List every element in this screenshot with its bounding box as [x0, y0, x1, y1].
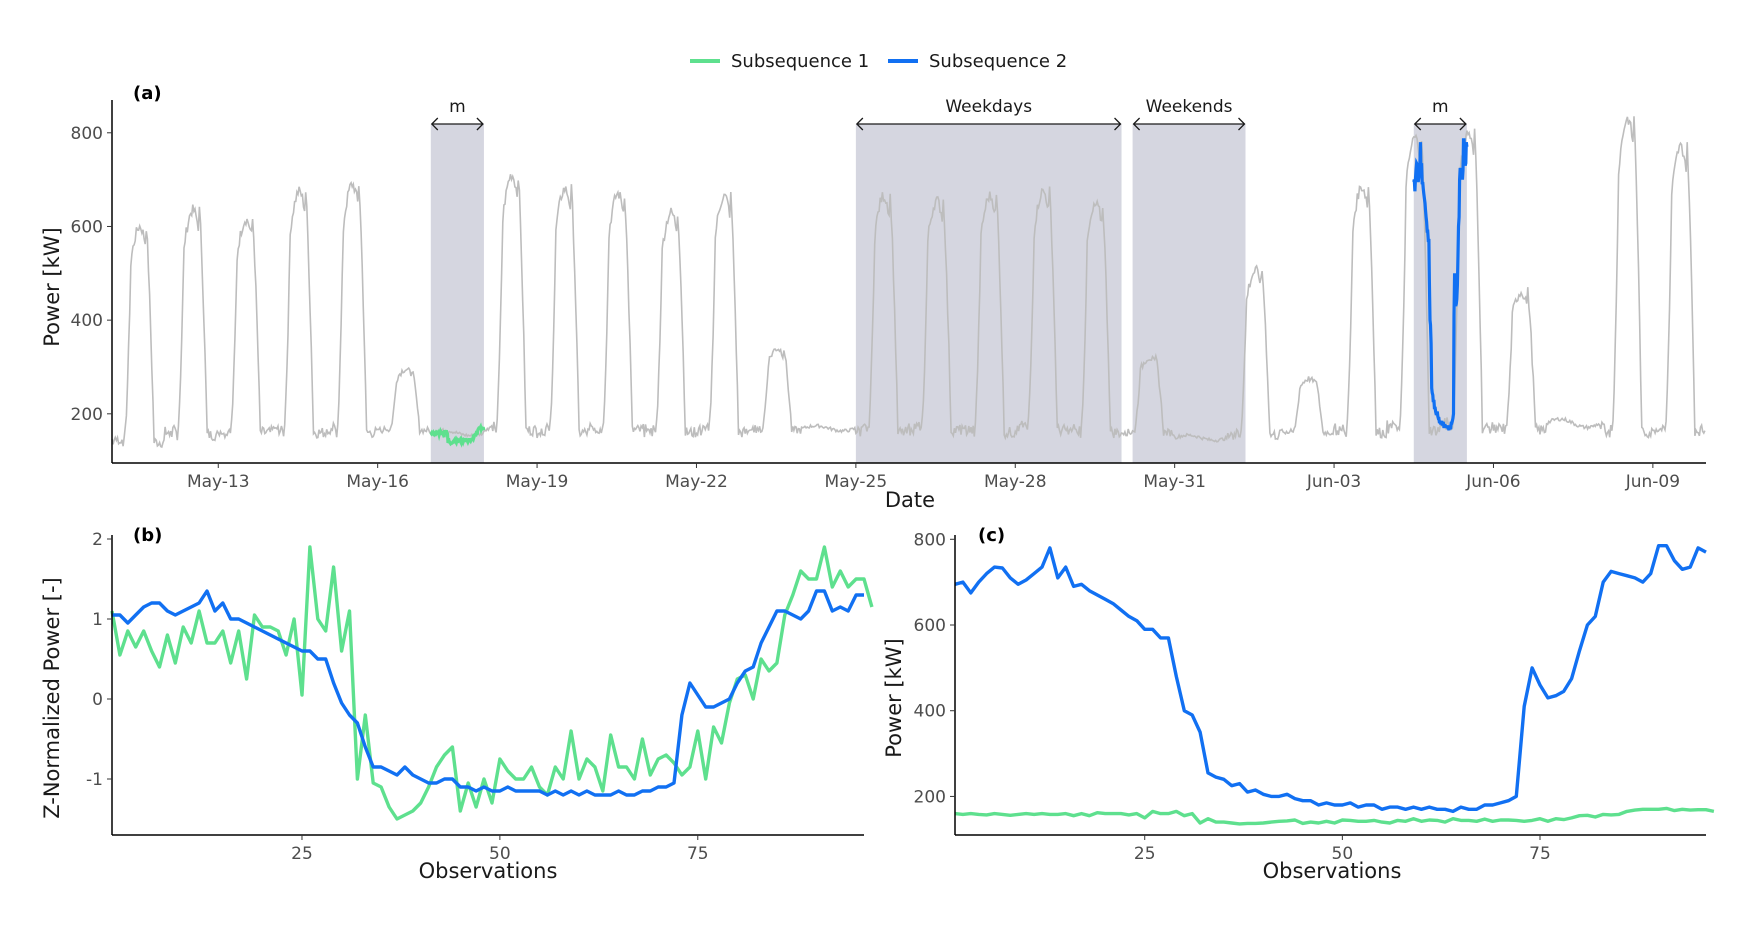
- x-tick-label: 75: [1529, 844, 1551, 864]
- panel-c-axes: 200 400 600 800 25 50 75: [914, 530, 1706, 864]
- shaded-region-3: [1132, 124, 1246, 463]
- panel-a-y-axis-title: Power [kW]: [40, 227, 64, 346]
- panel-b-axes: -1 0 1 2 25 50 75: [86, 530, 864, 864]
- x-tick-label: May-19: [506, 472, 569, 492]
- panel-c-line-subsequence-1: [954, 806, 1715, 826]
- panel-c-line-subsequence-2: [954, 544, 1707, 814]
- y-tick-label: 600: [914, 616, 946, 636]
- span-arrowhead: [1114, 117, 1122, 131]
- shaded-region-1: [430, 124, 484, 463]
- panel-b-x-axis-title: Observations: [419, 859, 558, 883]
- x-tick-label: May-25: [825, 472, 888, 492]
- span-arrowhead: [430, 117, 439, 131]
- panel-a-annotations: m Weekdays Weekends m: [430, 97, 1467, 131]
- legend-label-subsequence-2: Subsequence 2: [929, 51, 1067, 72]
- span-label-1: m: [449, 97, 466, 117]
- x-tick-label: May-28: [984, 472, 1047, 492]
- legend: Subsequence 1 Subsequence 2: [690, 51, 1067, 72]
- x-tick-label: 75: [687, 844, 709, 864]
- y-tick-label: -1: [86, 770, 103, 790]
- panel-b-line-subsequence-2: [112, 589, 864, 797]
- y-tick-label: 0: [92, 690, 103, 710]
- x-tick-label: Jun-06: [1465, 472, 1520, 492]
- panel-c-x-axis-title: Observations: [1263, 859, 1402, 883]
- shaded-region-2: [855, 124, 1122, 463]
- panel-c-y-axis-title: Power [kW]: [882, 638, 906, 757]
- panel-b-lines: [110, 545, 874, 821]
- y-tick-label: 2: [92, 530, 103, 550]
- x-tick-label: 50: [1332, 844, 1354, 864]
- x-tick-label: May-22: [665, 472, 728, 492]
- span-label-2: Weekdays: [945, 97, 1032, 117]
- y-tick-label: 200: [71, 405, 103, 425]
- span-arrowhead: [1132, 117, 1141, 131]
- x-tick-label: May-31: [1143, 472, 1206, 492]
- panel-a: (a) m Weekdays Weekends m 200 400 600 800 May-1…: [40, 83, 1706, 512]
- y-tick-label: 600: [71, 217, 103, 237]
- x-tick-label: 25: [291, 844, 313, 864]
- panel-a-lines: [111, 116, 1706, 449]
- legend-label-subsequence-1: Subsequence 1: [731, 51, 869, 72]
- panel-c: (c) 200 400 600 800 25 50 75 Observations Powe…: [882, 525, 1715, 883]
- panel-b-tag: (b): [133, 525, 162, 546]
- panel-a-axes: 200 400 600 800 May-13 May-16 May-19 May-22 May-…: [71, 100, 1706, 492]
- power-series-line: [111, 116, 1706, 449]
- span-label-4: m: [1432, 97, 1449, 117]
- y-tick-label: 1: [92, 610, 103, 630]
- y-tick-label: 800: [71, 124, 103, 144]
- panel-a-shaded-regions: [430, 124, 1467, 463]
- highlight-subsequence-2: [1412, 138, 1469, 431]
- x-tick-label: Jun-03: [1306, 472, 1361, 492]
- panel-b-y-axis-title: Z-Normalized Power [-]: [40, 577, 64, 819]
- x-tick-label: 25: [1134, 844, 1156, 864]
- span-arrowhead: [1413, 117, 1422, 131]
- y-tick-label: 200: [914, 787, 946, 807]
- panel-a-tag: (a): [133, 83, 162, 104]
- panel-a-x-axis-title: Date: [885, 488, 935, 512]
- x-tick-label: May-13: [187, 472, 250, 492]
- panel-c-lines: [954, 544, 1715, 826]
- panel-c-tag: (c): [978, 525, 1005, 546]
- panel-b-line-subsequence-1: [110, 545, 874, 821]
- y-tick-label: 400: [71, 311, 103, 331]
- span-arrowhead: [476, 117, 484, 131]
- x-tick-label: Jun-09: [1625, 472, 1680, 492]
- panel-b: (b) -1 0 1 2 25 50 75 Observations Z-Normalize…: [40, 525, 874, 883]
- span-arrowhead: [1459, 117, 1467, 131]
- highlight-subsequence-1: [429, 422, 486, 448]
- y-tick-label: 400: [914, 702, 946, 722]
- span-arrowhead: [855, 117, 864, 131]
- x-tick-label: 50: [489, 844, 511, 864]
- x-tick-label: May-16: [346, 472, 409, 492]
- y-tick-label: 800: [914, 530, 946, 550]
- span-label-3: Weekends: [1146, 97, 1233, 117]
- span-arrowhead: [1238, 117, 1246, 131]
